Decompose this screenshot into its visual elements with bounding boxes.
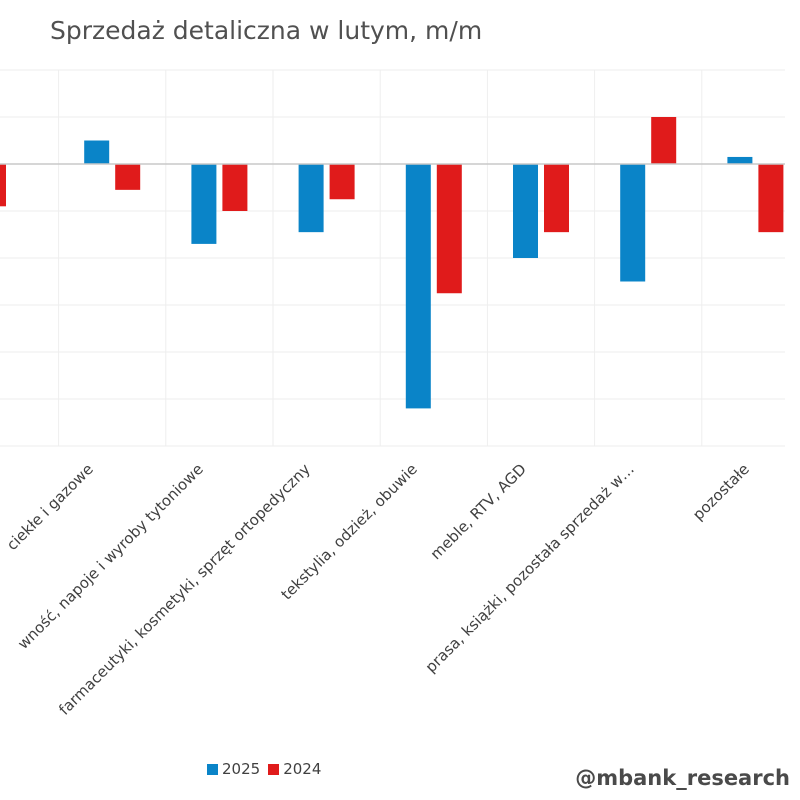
watermark: @mbank_research — [575, 766, 790, 790]
category-label: pozostałe — [689, 460, 753, 524]
bar-2025-1 — [191, 164, 217, 244]
bar-2025-2 — [298, 164, 324, 233]
legend-label-2025: 2025 — [222, 760, 261, 778]
bar-2024-2 — [329, 164, 355, 200]
bar-2024-5 — [651, 117, 677, 164]
category-label: meble, RTV, AGD — [427, 460, 530, 563]
bar-2025-5 — [620, 164, 646, 282]
legend-label-2024: 2024 — [283, 760, 322, 778]
bar-2025-6 — [727, 156, 753, 164]
bar-2025-4 — [513, 164, 538, 258]
bar-2024-1 — [222, 164, 248, 211]
bar-2024-partial — [0, 164, 6, 207]
category-label: farmaceutyki, kosmetyki, sprzęt ortopedy… — [55, 460, 314, 719]
category-label: wność, napoje i wyroby tytoniowe — [14, 460, 207, 653]
bar-2024-0 — [115, 164, 141, 190]
bar-2024-3 — [436, 164, 462, 294]
bar-2025-3 — [405, 164, 431, 409]
legend-item-2025[interactable]: 2025 — [207, 760, 260, 778]
category-label: ciekłe i gazowe — [3, 460, 97, 554]
bar-2025-0 — [84, 140, 110, 164]
legend-swatch-2024 — [268, 763, 280, 775]
legend-item-2024[interactable]: 2024 — [268, 760, 321, 778]
bar-2024-6 — [758, 164, 784, 233]
grid-lines — [0, 69, 785, 447]
bars — [0, 117, 784, 409]
chart-title: Sprzedaż detaliczna w lutym, m/m — [50, 16, 483, 45]
legend-swatch-2025 — [207, 763, 218, 775]
category-label: prasa, książki, pozostała sprzedaż w… — [422, 460, 638, 676]
bar-2024-4 — [544, 164, 569, 233]
legend: 2025 2024 — [207, 760, 321, 778]
